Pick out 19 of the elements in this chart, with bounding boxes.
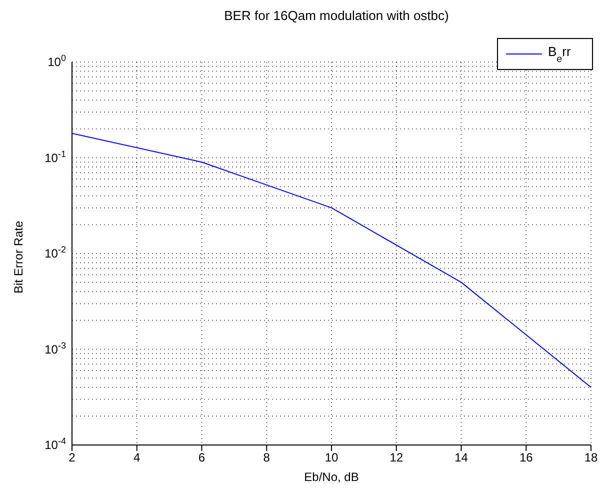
- x-tick-label: 4: [134, 450, 141, 465]
- legend-label: B$_{e}$rr: [548, 44, 572, 64]
- y-tick-label: 10$^{0}$: [48, 53, 66, 69]
- x-tick-label: 10: [324, 450, 338, 465]
- x-tick-label: 2: [68, 450, 76, 465]
- y-tick-label: 10$^{-1}$: [44, 148, 66, 165]
- x-tick-label: 18: [584, 450, 598, 465]
- y-axis-title: Bit Error Rate: [11, 220, 26, 294]
- chart-title: BER for 16Qam modulation with ostbc): [223, 8, 450, 24]
- x-tick-label: 8: [263, 450, 270, 465]
- x-tick-label: 16: [519, 450, 534, 465]
- y-tick-label: 10$^{-2}$: [44, 244, 66, 260]
- x-tick-label: 12: [390, 450, 404, 465]
- y-tick-label: 10$^{-4}$: [44, 436, 66, 452]
- x-axis-title: Eb/No, dB: [304, 470, 359, 484]
- x-tick-label: 14: [454, 450, 468, 465]
- line-series: [72, 132, 591, 388]
- y-tick-label: 10$^{-3}$: [44, 340, 66, 356]
- x-tick-label: 6: [198, 450, 206, 465]
